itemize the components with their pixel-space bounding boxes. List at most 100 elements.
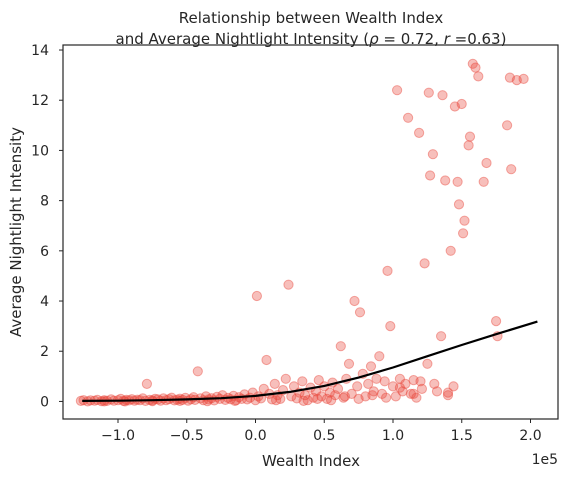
scatter-point (368, 386, 379, 397)
scatter-point (379, 376, 390, 387)
chart-title-line1: Relationship between Wealth Index (179, 9, 444, 27)
x-tick-label: −0.5 (170, 428, 204, 444)
x-axis-title: Wealth Index (262, 452, 360, 470)
scatter-point (338, 392, 349, 403)
y-axis-title: Average Nightlight Intensity (7, 127, 25, 337)
scatter-point (141, 378, 152, 389)
scatter-point (392, 85, 403, 96)
scatter-point (339, 391, 350, 402)
x-axis-ticks: −1.0 −0.5 0.0 0.5 1.0 1.5 2.0 (101, 419, 542, 444)
scatter-point (511, 75, 522, 86)
chart-title-rho-value: = 0.72, (379, 30, 444, 48)
scatter-point (365, 361, 377, 372)
scatter-point (298, 395, 309, 406)
scatter-point (387, 381, 399, 392)
y-axis-ticks: 0 2 4 6 8 10 12 14 (31, 43, 63, 410)
y-tick-label: 2 (40, 344, 49, 360)
chart-title-prefix: and Average Nightlight Intensity ( (116, 30, 370, 48)
scatter-point (360, 391, 371, 402)
scatter-point (275, 393, 286, 404)
scatter-point (367, 390, 378, 401)
scatter-point (408, 375, 419, 386)
scatter-point (403, 112, 414, 123)
scatter-point (312, 393, 323, 404)
scatter-point (491, 316, 502, 327)
scatter-point (349, 295, 360, 307)
scatter-point (326, 395, 337, 406)
y-tick-label: 12 (31, 93, 49, 109)
scatter-point (459, 215, 470, 226)
scatter-point (518, 73, 529, 85)
scatter-point (448, 381, 459, 392)
scatter-point (261, 354, 272, 366)
scatter-point (419, 258, 430, 269)
scatter-point (321, 393, 333, 404)
scatter-point (324, 387, 335, 398)
chart-title-r: r (444, 30, 451, 48)
scatter-point (343, 358, 355, 369)
fit-line (82, 320, 538, 402)
scatter-point (502, 120, 513, 131)
scatter-point (464, 131, 476, 142)
scatter-point (381, 392, 392, 403)
scatter-point (313, 375, 324, 386)
scatter-point (470, 62, 481, 73)
scatter-point (431, 386, 443, 397)
scatter-point (452, 176, 463, 187)
scatter-point (251, 290, 262, 302)
x-tick-label: 1.5 (451, 428, 473, 444)
scatter-point (385, 321, 396, 332)
scatter-point (478, 176, 489, 187)
chart-title-line2: and Average Nightlight Intensity (ρ = 0.… (116, 30, 507, 48)
scatter-point (316, 391, 327, 402)
scatter-point (354, 307, 366, 318)
scatter-point (258, 383, 269, 394)
scatter-point (335, 341, 346, 352)
scatter-point (437, 90, 448, 101)
y-tick-label: 10 (31, 143, 49, 159)
plot-frame (62, 44, 559, 420)
scatter-point (463, 140, 474, 151)
scatter-point (473, 71, 484, 82)
scatter-point (271, 395, 282, 406)
scatter-point (449, 101, 460, 112)
scatter-point (504, 72, 515, 83)
scatter-point (411, 392, 422, 403)
y-tick-label: 14 (31, 43, 49, 59)
scatter-point (467, 58, 478, 69)
scatter-point (374, 351, 385, 362)
scatter-point (299, 390, 311, 401)
scatter-point (397, 386, 408, 397)
scatter-point (291, 393, 302, 404)
scatter-point (308, 392, 319, 403)
y-tick-label: 6 (40, 244, 49, 260)
scatter-point (353, 393, 364, 404)
y-tick-label: 0 (40, 394, 49, 410)
scatter-point (332, 383, 344, 394)
scatter-point (302, 395, 313, 406)
y-tick-label: 4 (40, 294, 49, 310)
x-axis-offset-label: 1e5 (532, 452, 558, 468)
scatter-point (330, 390, 341, 401)
scatter-point (405, 388, 416, 399)
scatter-point (363, 378, 374, 389)
scatter-point (425, 170, 436, 181)
x-tick-label: 1.0 (382, 428, 404, 444)
scatter-point (442, 387, 454, 398)
scatter-point (280, 373, 291, 384)
scatter-point (394, 373, 405, 384)
scatter-point (422, 358, 433, 369)
scatter-point (436, 331, 447, 342)
scatter-point (416, 383, 427, 394)
scatter-point (408, 388, 419, 399)
scatter-point (440, 175, 451, 186)
scatter-point (456, 98, 467, 110)
scatter-point (390, 391, 401, 402)
scatter-point (192, 366, 203, 377)
scatter-point (297, 376, 308, 387)
scatter-point (371, 373, 382, 384)
x-tick-label: 0.5 (313, 428, 335, 444)
scatter-point (352, 381, 363, 392)
